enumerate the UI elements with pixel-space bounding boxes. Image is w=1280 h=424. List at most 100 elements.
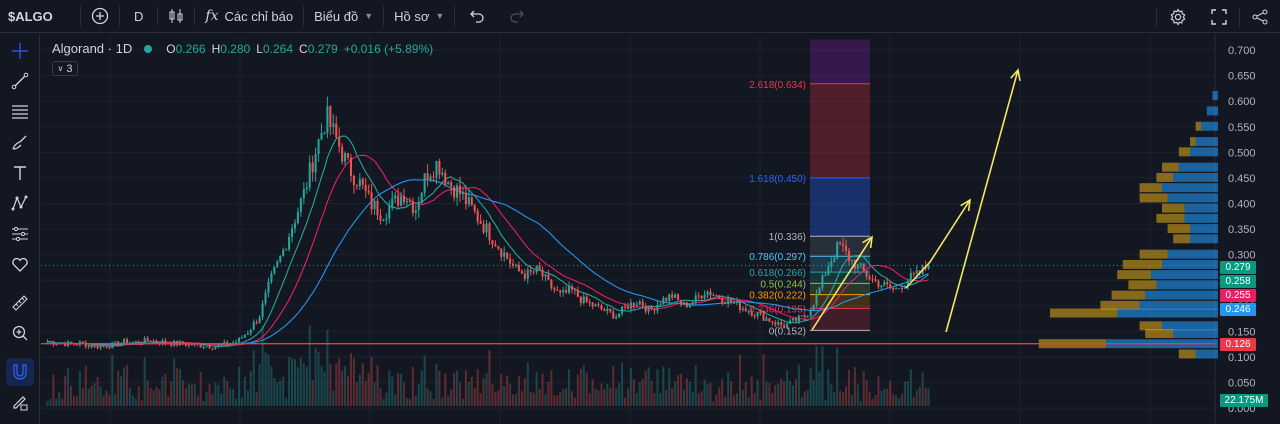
volume-bar xyxy=(741,390,744,406)
pattern-tool[interactable] xyxy=(6,189,34,217)
candle-body xyxy=(464,192,467,205)
candle-body xyxy=(588,301,591,303)
fib-level-label: 0.618(0.266) xyxy=(749,268,806,279)
profile-bar-sell xyxy=(1167,224,1190,234)
symbol-label: $ALGO xyxy=(8,8,53,24)
candle-body xyxy=(438,161,441,175)
candle-body xyxy=(458,185,462,195)
crosshair-tool[interactable] xyxy=(6,37,34,65)
fib-band xyxy=(810,83,870,178)
candle-body xyxy=(488,223,491,241)
trendline-tool[interactable] xyxy=(6,67,34,95)
fullscreen-button[interactable] xyxy=(1199,0,1239,33)
close-label: C xyxy=(299,41,308,56)
candle-body xyxy=(517,265,520,272)
candle-body xyxy=(833,258,836,262)
candle-body xyxy=(473,205,476,211)
candle-body xyxy=(762,312,765,321)
price-chart[interactable]: 2.618(0.634) 1.618(0.450) 1(0.336) 0.786(0.… xyxy=(41,34,1280,424)
volume-bar xyxy=(609,387,612,406)
candle-body xyxy=(255,321,258,323)
indicators-button[interactable]: fx Các chỉ báo xyxy=(195,0,303,33)
volume-bar xyxy=(379,387,382,406)
volume-bar xyxy=(597,390,600,406)
volume-bar xyxy=(134,398,137,406)
fib-tool[interactable] xyxy=(6,98,34,126)
high-label: H xyxy=(211,41,221,56)
compare-button[interactable] xyxy=(81,0,119,33)
candle-body xyxy=(809,309,812,317)
volume-bar xyxy=(341,370,344,406)
redo-button[interactable] xyxy=(499,0,535,33)
profile-bar-sell xyxy=(1178,349,1196,359)
share-button[interactable] xyxy=(1240,0,1280,33)
favorites-tool[interactable] xyxy=(6,250,34,278)
profile-bar xyxy=(1190,147,1218,157)
profile-bar xyxy=(1178,162,1218,172)
volume-bar xyxy=(850,395,853,406)
legend-title[interactable]: Algorand · 1D xyxy=(52,41,133,56)
symbol-search[interactable]: $ALGO xyxy=(0,0,80,33)
chart-type-menu[interactable]: Biểu đồ ▼ xyxy=(304,0,383,33)
volume-bar xyxy=(800,397,803,406)
candle-body xyxy=(391,198,394,207)
volume-bar xyxy=(786,370,789,406)
volume-bar xyxy=(703,379,706,406)
volume-bar xyxy=(411,366,414,406)
profile-bar-sell xyxy=(1128,280,1157,290)
volume-bar xyxy=(111,354,114,406)
volume-bar xyxy=(906,381,909,406)
volume-bar xyxy=(556,395,559,406)
undo-button[interactable] xyxy=(455,0,499,33)
volume-bar xyxy=(677,374,680,406)
candle-body xyxy=(503,252,506,257)
candle-body xyxy=(276,261,279,268)
volume-bar xyxy=(164,374,167,406)
text-tool[interactable] xyxy=(6,159,34,187)
candle-body xyxy=(797,315,800,322)
volume-bar xyxy=(479,393,482,406)
brush-tool[interactable] xyxy=(6,128,34,156)
candle-body xyxy=(435,161,438,178)
interval-button[interactable]: D xyxy=(120,0,157,33)
forecast-tool[interactable] xyxy=(6,220,34,248)
magnet-tool[interactable] xyxy=(5,357,34,386)
settings-button[interactable] xyxy=(1157,0,1199,33)
candle-body xyxy=(615,317,618,319)
candle-body xyxy=(108,347,111,349)
profile-bar-sell xyxy=(1050,308,1118,318)
candle-body xyxy=(547,274,550,280)
volume-bar xyxy=(146,380,149,406)
price-axis[interactable]: 0.700 0.650 0.600 0.550 0.500 0.450 0.400 0.350… xyxy=(1228,45,1256,415)
profile-bar-sell xyxy=(1162,162,1179,172)
volume-bar xyxy=(382,399,385,406)
volume-bar xyxy=(612,366,615,406)
ruler-tool[interactable] xyxy=(6,289,34,317)
candle-body xyxy=(288,236,291,250)
candle-style-button[interactable] xyxy=(158,0,194,33)
volume-bar xyxy=(270,366,273,406)
zoom-in-tool[interactable] xyxy=(6,319,34,347)
candle-body xyxy=(293,222,297,229)
volume-bar xyxy=(258,364,261,406)
divider xyxy=(383,6,385,26)
volume-bar xyxy=(46,401,49,406)
volume-bar xyxy=(877,375,880,406)
axis-tick-label: 0.450 xyxy=(1228,173,1256,185)
indicators-collapse-button[interactable]: ∨ 3 xyxy=(52,61,78,76)
lock-drawings-tool[interactable] xyxy=(6,388,34,416)
volume-bar xyxy=(836,347,839,406)
candle-body xyxy=(691,302,694,305)
candle-body xyxy=(559,290,562,293)
volume-bar xyxy=(771,393,774,406)
volume-bar xyxy=(402,382,406,406)
volume-bar xyxy=(709,382,712,406)
candle-body xyxy=(859,263,862,265)
template-menu[interactable]: Hồ sơ ▼ xyxy=(384,0,454,33)
candle-body xyxy=(187,343,190,346)
candle-body xyxy=(311,162,314,173)
divider xyxy=(157,6,159,26)
change-value: +0.016 (+5.89%) xyxy=(343,41,434,56)
volume-bar xyxy=(853,367,856,406)
candle-body xyxy=(830,261,833,267)
